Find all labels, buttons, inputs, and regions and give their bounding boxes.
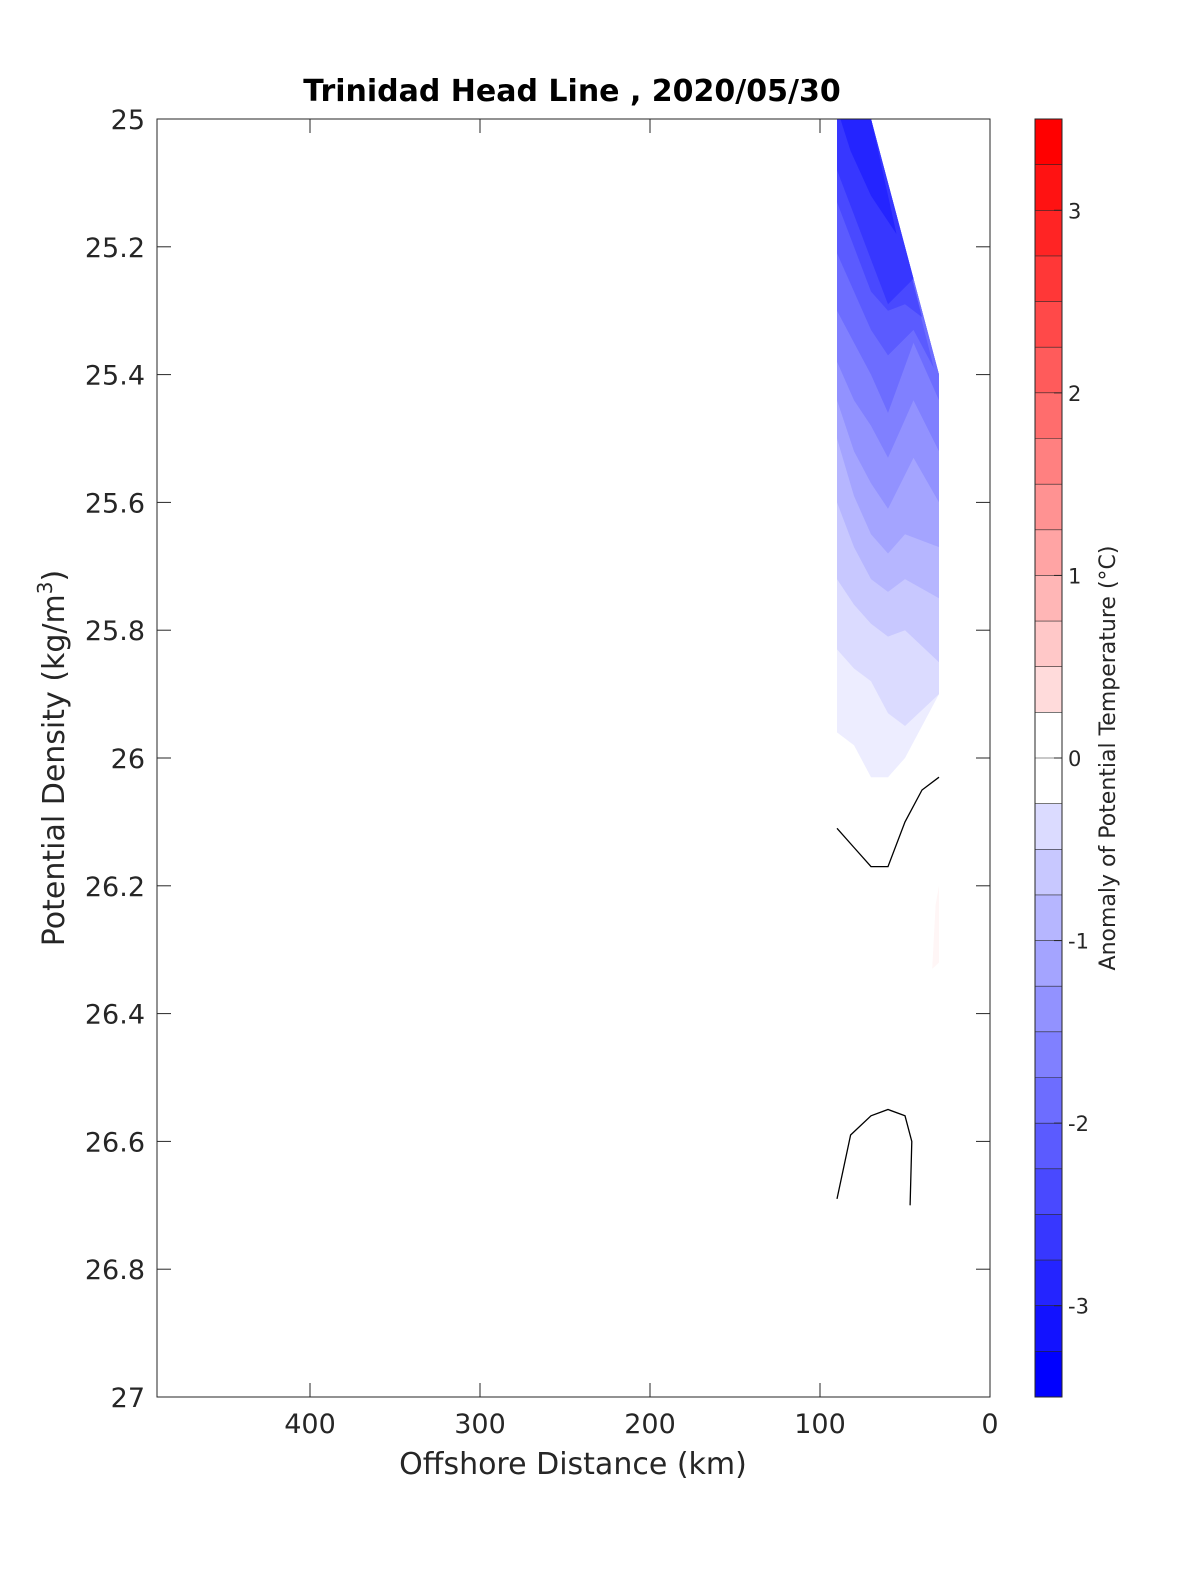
colorbar-segment — [1035, 803, 1062, 850]
colorbar-segment — [1035, 484, 1062, 530]
x-tick-label: 300 — [454, 1409, 506, 1440]
colorbar-segment — [1035, 1351, 1062, 1397]
colorbar-tick-label: 3 — [1068, 199, 1081, 223]
colorbar-segment — [1035, 849, 1062, 895]
colorbar-label: Anomaly of Potential Temperature (°C) — [1096, 546, 1121, 971]
y-tick-label: 25.6 — [85, 488, 145, 519]
colorbar-segment — [1035, 1260, 1062, 1306]
zero-contour-line — [836, 1108, 913, 1206]
colorbar-segment — [1035, 575, 1062, 622]
y-tick-label: 26.4 — [85, 1000, 145, 1031]
colorbar: 3 2 1 0 -1 -2 -3 — [1034, 118, 1089, 1398]
colorbar-segment — [1035, 529, 1062, 576]
y-tick-label: 25.2 — [85, 233, 145, 264]
y-axis-label-close: ) — [37, 570, 72, 582]
x-tick-label: 200 — [624, 1409, 676, 1440]
colorbar-segment — [1035, 986, 1062, 1032]
colorbar-segment — [1035, 1168, 1062, 1215]
chart-title: Trinidad Head Line , 2020/05/30 — [303, 74, 840, 109]
y-tick-label: 26.6 — [85, 1127, 145, 1158]
colorbar-segment — [1035, 347, 1062, 393]
zero-contour-lines — [836, 776, 940, 1206]
colorbar-tick-label: 0 — [1068, 747, 1081, 771]
y-axis-label-superscript: 3 — [33, 581, 57, 594]
colorbar-segment — [1035, 1305, 1062, 1352]
contour-band — [840, 119, 897, 234]
colorbar-segment — [1035, 1077, 1062, 1124]
x-tick-label: 400 — [284, 1409, 336, 1440]
y-axis-label: Potential Density (kg/m3) — [33, 570, 72, 946]
colorbar-segment — [1035, 894, 1062, 941]
colorbar-segment — [1035, 666, 1062, 713]
colorbar-tick-label: 2 — [1068, 382, 1081, 406]
colorbar-segment — [1035, 119, 1062, 165]
colorbar-tick-label: 1 — [1068, 564, 1081, 588]
filled-contours — [837, 119, 939, 969]
y-tick-label: 26 — [111, 744, 145, 775]
colorbar-segment — [1035, 758, 1062, 804]
colorbar-segment — [1035, 438, 1062, 485]
contour-band — [932, 885, 939, 969]
zero-contour-line — [836, 776, 940, 868]
y-axis-ticks: 25 25.2 25.4 25.6 25.8 26 26.2 26.4 26.6 26.8 27 — [85, 105, 990, 1414]
colorbar-segment — [1035, 392, 1062, 439]
colorbar-segment — [1035, 301, 1062, 348]
colorbar-segment — [1035, 255, 1062, 302]
colorbar-segment — [1035, 712, 1062, 758]
contour-band — [837, 119, 914, 305]
colorbar-segment — [1035, 210, 1062, 256]
colorbar-segment — [1035, 621, 1062, 667]
y-tick-label: 27 — [111, 1383, 145, 1414]
colorbar-segment — [1035, 1123, 1062, 1169]
colorbar-segment — [1035, 1031, 1062, 1078]
colorbar-tick-label: -2 — [1068, 1112, 1089, 1136]
x-axis-ticks: 400 300 200 100 0 — [284, 119, 999, 1440]
y-tick-label: 26.8 — [85, 1255, 145, 1286]
y-tick-label: 25.4 — [85, 361, 145, 392]
y-axis-label-main: Potential Density (kg/m — [37, 594, 72, 946]
colorbar-segment — [1035, 1214, 1062, 1261]
colorbar-segment — [1035, 164, 1062, 211]
colorbar-segment — [1035, 940, 1062, 987]
y-tick-label: 25 — [111, 105, 145, 136]
colorbar-tick-label: -3 — [1068, 1295, 1089, 1319]
y-tick-label: 25.8 — [85, 616, 145, 647]
x-tick-label: 100 — [794, 1409, 846, 1440]
y-tick-label: 26.2 — [85, 872, 145, 903]
x-axis-label: Offshore Distance (km) — [399, 1447, 747, 1482]
x-tick-label: 0 — [981, 1409, 998, 1440]
colorbar-tick-label: -1 — [1068, 930, 1089, 954]
